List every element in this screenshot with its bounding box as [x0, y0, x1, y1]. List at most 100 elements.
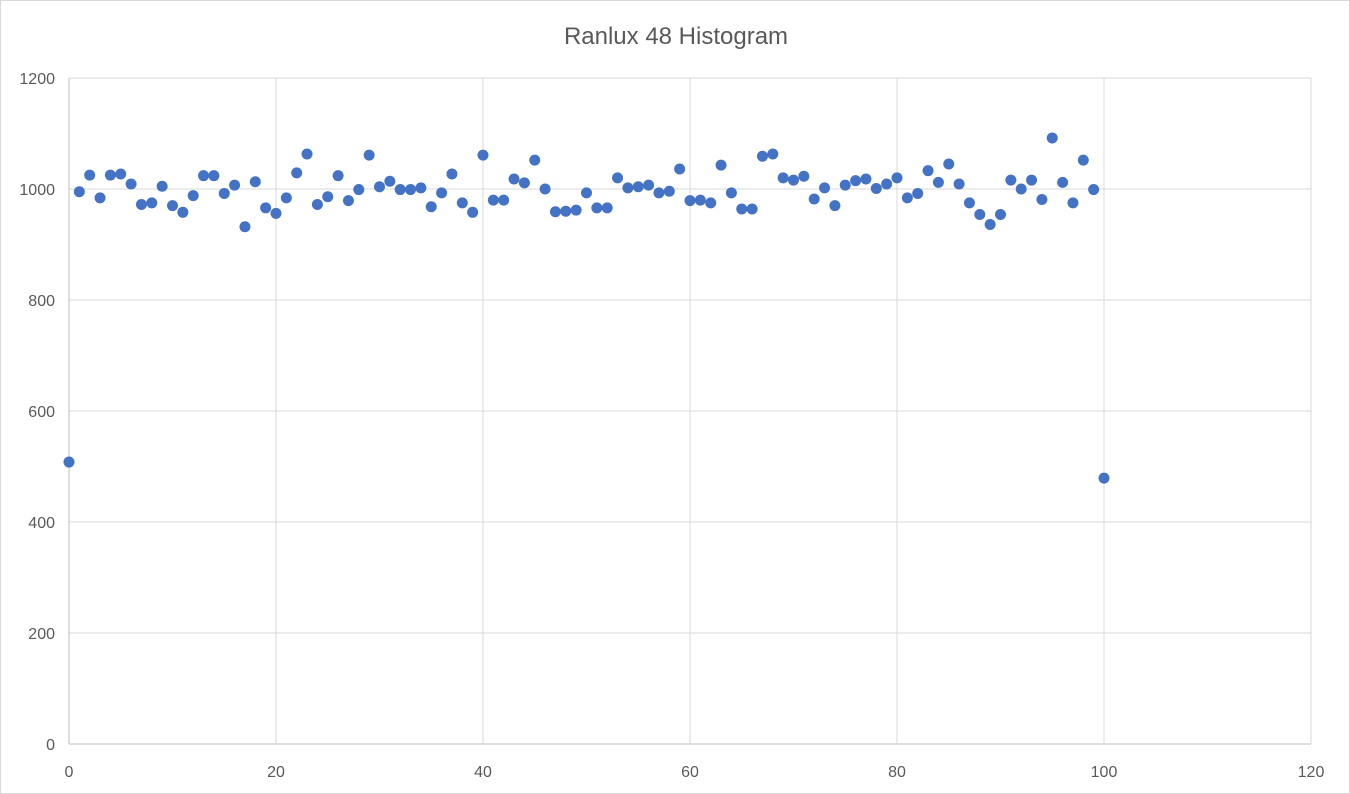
x-tick-label: 120	[1298, 764, 1325, 781]
x-tick-label: 80	[888, 764, 906, 781]
data-point	[632, 181, 644, 193]
data-point	[798, 170, 810, 182]
data-point	[850, 175, 862, 187]
data-point	[332, 170, 344, 182]
data-point	[1036, 194, 1048, 206]
data-point	[715, 159, 727, 171]
data-point	[953, 178, 965, 190]
data-point	[1046, 132, 1058, 144]
data-point	[156, 180, 168, 192]
data-point	[63, 456, 75, 468]
data-point	[777, 172, 789, 184]
y-tick-label: 1200	[19, 71, 55, 88]
y-tick-label: 1000	[19, 182, 55, 199]
data-point	[146, 197, 158, 209]
data-point	[115, 168, 127, 180]
data-point	[363, 149, 375, 161]
data-point	[73, 186, 85, 198]
data-point	[177, 206, 189, 218]
data-point	[415, 182, 427, 194]
y-tick-label: 600	[28, 404, 55, 421]
data-point	[932, 176, 944, 188]
x-tick-label: 100	[1091, 764, 1118, 781]
data-point	[963, 197, 975, 209]
chart-title: Ranlux 48 Histogram	[564, 23, 788, 50]
data-point	[208, 170, 220, 182]
data-point	[839, 179, 851, 191]
data-point	[229, 179, 241, 191]
data-point	[374, 181, 385, 193]
data-point	[125, 178, 137, 190]
data-point	[901, 192, 913, 204]
data-point	[984, 219, 996, 231]
x-tick-label: 20	[267, 764, 285, 781]
data-point	[135, 199, 147, 211]
data-point	[819, 182, 831, 194]
data-point	[84, 169, 96, 181]
data-points	[63, 132, 1110, 484]
data-point	[560, 205, 572, 217]
data-point	[891, 172, 903, 184]
data-point	[643, 179, 655, 191]
data-point	[767, 148, 779, 160]
data-point	[1088, 184, 1100, 196]
data-point	[508, 173, 520, 185]
data-point	[694, 194, 706, 206]
data-point	[653, 187, 665, 199]
data-point	[922, 165, 934, 177]
data-point	[881, 178, 893, 190]
data-point	[394, 184, 406, 196]
data-point	[974, 209, 986, 221]
data-point	[260, 202, 272, 214]
data-point	[912, 187, 924, 199]
data-point	[518, 177, 530, 189]
data-point	[705, 197, 717, 209]
y-tick-label: 400	[28, 515, 55, 532]
y-tick-label: 200	[28, 626, 55, 643]
data-point	[756, 150, 768, 162]
y-tick-label: 0	[46, 737, 55, 754]
data-point	[291, 167, 303, 179]
data-point	[198, 170, 210, 182]
y-tick-label: 800	[28, 293, 55, 310]
data-point	[684, 195, 696, 207]
data-point	[663, 185, 675, 197]
data-point	[249, 176, 261, 188]
data-point	[788, 174, 799, 186]
data-point	[601, 202, 613, 214]
data-point	[591, 202, 603, 214]
data-point	[1067, 197, 1079, 209]
data-point	[477, 149, 489, 161]
data-point	[270, 207, 282, 219]
data-point	[301, 148, 313, 160]
data-point	[995, 209, 1006, 221]
data-point	[218, 187, 230, 199]
data-point	[322, 191, 334, 203]
data-point	[860, 173, 872, 185]
data-point	[187, 190, 199, 202]
x-tick-label: 0	[65, 764, 74, 781]
data-point	[1026, 174, 1038, 186]
data-point	[829, 200, 841, 212]
data-point	[1005, 174, 1017, 186]
data-point	[456, 197, 468, 209]
data-point	[529, 154, 541, 166]
data-point	[1077, 154, 1089, 166]
data-point	[239, 221, 251, 233]
data-point	[736, 203, 748, 215]
data-point	[405, 184, 417, 196]
data-point	[570, 204, 582, 216]
data-point	[342, 195, 354, 207]
data-point	[104, 169, 116, 181]
data-point	[622, 182, 634, 194]
data-point	[167, 200, 178, 212]
x-tick-label: 40	[474, 764, 492, 781]
x-tick-label: 60	[681, 764, 699, 781]
data-point	[353, 184, 365, 196]
data-point	[280, 192, 292, 204]
data-point	[1015, 183, 1027, 195]
data-point	[487, 194, 499, 206]
data-point	[674, 163, 686, 175]
